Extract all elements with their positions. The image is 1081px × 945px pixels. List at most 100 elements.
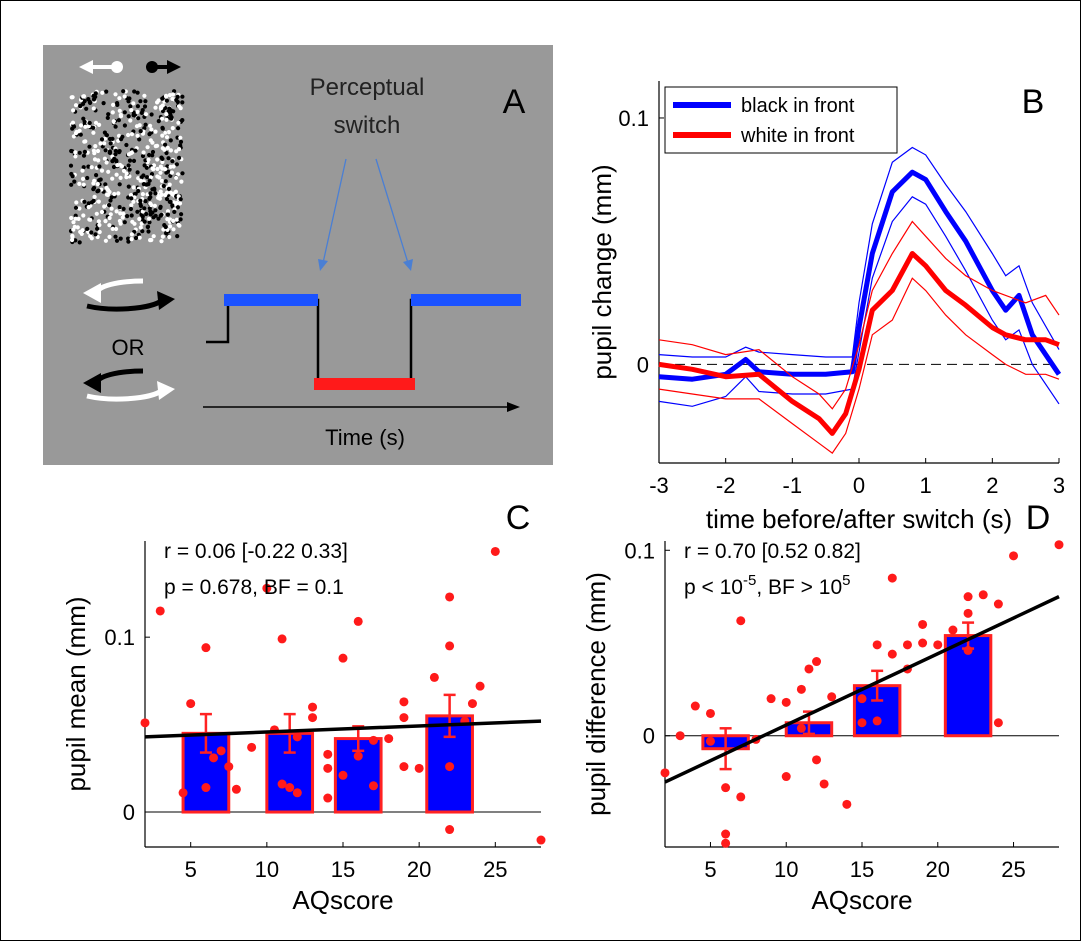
stimulus-dot: [70, 234, 75, 239]
panel-a-background: [43, 45, 553, 465]
data-point: [399, 713, 409, 723]
stimulus-dot: [168, 173, 173, 178]
stimulus-dot: [81, 153, 87, 158]
stimulus-dot: [114, 238, 120, 243]
data-point: [247, 742, 257, 752]
data-point: [819, 779, 829, 789]
stimulus-dot: [169, 116, 174, 121]
stimulus-dot: [138, 225, 143, 230]
stimulus-dot: [104, 160, 109, 165]
stimulus-dot: [96, 199, 101, 204]
series-1-lower-bound: [658, 277, 1060, 454]
stimulus-dot: [164, 98, 169, 103]
stimulus-dot: [177, 155, 182, 160]
rotation-arrows-icon-top: [83, 278, 175, 312]
stimulus-dot: [78, 103, 83, 108]
stimulus-dot: [108, 198, 113, 203]
stimulus-dot: [167, 182, 172, 187]
stimulus-dot: [138, 99, 143, 104]
stimulus-dot: [141, 182, 146, 187]
stat-text: p < 10: [684, 576, 743, 599]
data-point: [933, 640, 943, 650]
stimulus-dot: [143, 112, 149, 117]
stimulus-dot: [138, 178, 143, 183]
y-axis-label: pupil mean (mm): [61, 596, 91, 791]
stimulus-dot: [135, 109, 140, 114]
stimulus-dot: [138, 129, 143, 134]
stimulus-dot: [149, 112, 154, 117]
stimulus-dot: [82, 99, 87, 104]
bar-2: [852, 684, 902, 738]
stimulus-dot: [117, 96, 122, 101]
stimulus-dot: [129, 108, 134, 113]
stat-correlation: r = 0.70 [0.52 0.82]: [684, 540, 861, 563]
data-point: [736, 616, 746, 626]
stimulus-dot: [178, 106, 183, 111]
stimulus-dot: [93, 120, 99, 125]
data-point: [827, 692, 837, 702]
stimulus-dot: [100, 90, 105, 95]
stimulus-dot: [166, 156, 171, 161]
stimulus-dot: [159, 212, 164, 217]
stimulus-dot: [86, 205, 91, 210]
data-point: [918, 638, 928, 648]
stimulus-dot: [137, 235, 142, 240]
stimulus-dot: [118, 175, 123, 180]
rotation-arrows-icon-bottom: [83, 368, 175, 402]
data-point: [231, 784, 241, 794]
stimulus-dot: [117, 150, 122, 155]
stimulus-dot: [142, 126, 147, 131]
stimulus-dot: [175, 234, 180, 239]
x-axis-label: time before/after switch (s): [706, 504, 1012, 534]
stimulus-dot: [82, 149, 87, 154]
stimulus-dot: [142, 206, 147, 211]
stimulus-dot: [175, 94, 180, 99]
stimulus-dot: [126, 236, 131, 241]
data-point: [186, 699, 196, 709]
stimulus-dot: [98, 177, 103, 182]
data-point: [209, 753, 219, 763]
stimulus-dot: [110, 226, 115, 231]
stimulus-dot: [136, 116, 141, 121]
stimulus-dot: [114, 159, 119, 164]
data-point: [445, 762, 455, 772]
stimulus-dot: [81, 94, 86, 99]
panel-d-letter: D: [1026, 499, 1051, 537]
stimulus-dot: [165, 217, 170, 222]
stimulus-dot: [147, 220, 152, 225]
stimulus-dot: [113, 152, 118, 157]
stimulus-dot: [129, 151, 134, 156]
data-point: [292, 732, 302, 742]
stimulus-dot: [143, 199, 148, 204]
stimulus-dot: [91, 106, 96, 111]
stimulus-dot: [69, 182, 74, 187]
black-arrow-right-icon: [146, 60, 181, 74]
data-point: [736, 792, 746, 802]
panel-c-chart: 5 10 15 20 25 0 0.1 AQscore pupil mean (mm) r = 0…: [61, 540, 546, 915]
data-point: [1009, 551, 1019, 561]
stimulus-dot: [122, 110, 127, 115]
stimulus-dot: [115, 101, 120, 106]
stimulus-dot: [166, 169, 171, 174]
stimulus-dot: [133, 148, 138, 153]
stimulus-dot: [128, 206, 133, 212]
stimulus-dot: [137, 123, 142, 128]
stimulus-dot: [169, 170, 174, 175]
or-label: OR: [112, 335, 145, 360]
stimulus-dot: [71, 220, 76, 225]
stimulus-dot: [149, 237, 154, 243]
time-axis-arrow: [203, 402, 520, 412]
stimulus-dot: [126, 99, 131, 104]
data-point: [675, 731, 685, 741]
data-point: [963, 608, 973, 618]
stimulus-dot: [91, 97, 97, 102]
stimulus-dot: [158, 106, 164, 111]
stimulus-dot: [131, 158, 137, 163]
perceptual-switch-label: Perceptual: [310, 74, 425, 101]
stimulus-dot: [131, 199, 136, 204]
panel-a-letter: A: [503, 83, 526, 121]
stimulus-dot: [174, 149, 179, 154]
stimulus-dot: [145, 175, 150, 180]
stimulus-dot: [145, 145, 150, 150]
